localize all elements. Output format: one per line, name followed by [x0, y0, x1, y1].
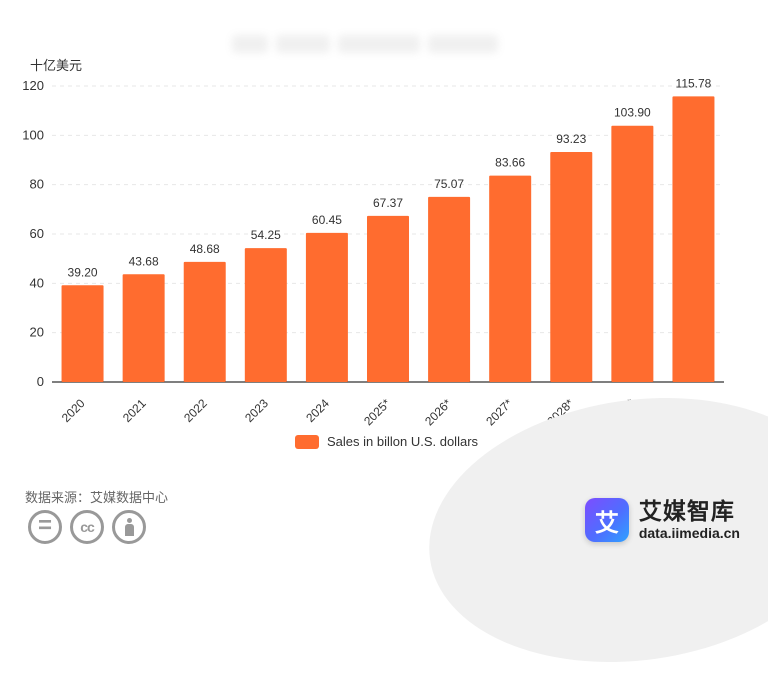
- y-tick-label: 100: [22, 127, 44, 142]
- bar-value-label: 93.23: [556, 132, 586, 146]
- x-tick-label: 2020: [59, 396, 88, 425]
- chart-page: 十亿美元 0 20 40 60 80 100 120 39.20 2020 43.68 2021 48…: [22, 35, 768, 688]
- bar: [61, 285, 104, 382]
- license-icons: = cc: [28, 510, 146, 544]
- y-tick-label: 60: [30, 226, 44, 241]
- source-note: 数据来源：艾媒数据中心: [25, 490, 169, 505]
- y-axis-unit-label: 十亿美元: [30, 58, 83, 73]
- bar: [550, 152, 593, 382]
- bar: [611, 125, 654, 383]
- equals-license-icon-text: =: [37, 512, 52, 539]
- bar-value-label: 54.25: [251, 228, 281, 242]
- bar: [489, 175, 532, 382]
- x-tick-label: 2024: [303, 396, 332, 425]
- equals-license-icon: =: [28, 510, 62, 544]
- bar: [122, 274, 165, 382]
- person-head: [127, 518, 132, 523]
- creative-commons-icon-text: cc: [80, 519, 95, 535]
- y-tick-label: 40: [30, 275, 44, 290]
- bar: [672, 96, 715, 382]
- brand-mark-icon: 艾: [584, 498, 629, 542]
- x-tick-label: 2022: [181, 396, 210, 425]
- x-tick-label: 2023: [242, 396, 271, 425]
- y-tick-label: 0: [37, 374, 44, 389]
- bar-value-label: 67.37: [373, 196, 403, 210]
- x-tick-label: 2027*: [483, 396, 515, 428]
- creative-commons-icon: cc: [70, 510, 104, 544]
- bar-value-label: 39.20: [68, 265, 98, 279]
- x-tick-label: 2021: [120, 396, 149, 425]
- bar-value-label: 115.78: [676, 76, 712, 90]
- bar-value-label: 43.68: [129, 254, 159, 268]
- bar-chart: 0 20 40 60 80 100 120 39.20 2020 43.68 2021 48.68 20…: [22, 76, 724, 428]
- attribution-person-icon: [112, 510, 146, 544]
- brand-url: data.iimedia.cn: [638, 524, 740, 541]
- bar-value-label: 48.68: [190, 242, 220, 256]
- x-tick-label: 2026*: [422, 396, 454, 428]
- bar: [367, 215, 409, 382]
- bar-value-label: 60.45: [312, 213, 342, 227]
- legend: Sales in billon U.S. dollars: [295, 434, 478, 449]
- bar: [305, 232, 348, 382]
- legend-swatch: [295, 434, 319, 449]
- y-tick-label: 20: [30, 325, 44, 340]
- bar-value-label: 75.07: [434, 177, 464, 191]
- bar: [183, 261, 226, 382]
- person-body: [125, 524, 134, 536]
- bar-value-label: 83.66: [495, 156, 525, 170]
- x-tick-label: 2025*: [361, 396, 393, 428]
- brand-logo: 艾 艾媒智库 data.iimedia.cn: [584, 497, 740, 542]
- y-tick-label: 120: [22, 78, 44, 93]
- y-tick-label: 80: [30, 177, 44, 192]
- brand-text: 艾媒智库 data.iimedia.cn: [638, 497, 740, 542]
- bar: [244, 248, 287, 382]
- person-icon: [124, 518, 134, 536]
- legend-label: Sales in billon U.S. dollars: [327, 434, 479, 449]
- brand-name: 艾媒智库: [638, 497, 735, 524]
- bar: [428, 196, 471, 382]
- bar-value-label: 103.90: [614, 106, 651, 120]
